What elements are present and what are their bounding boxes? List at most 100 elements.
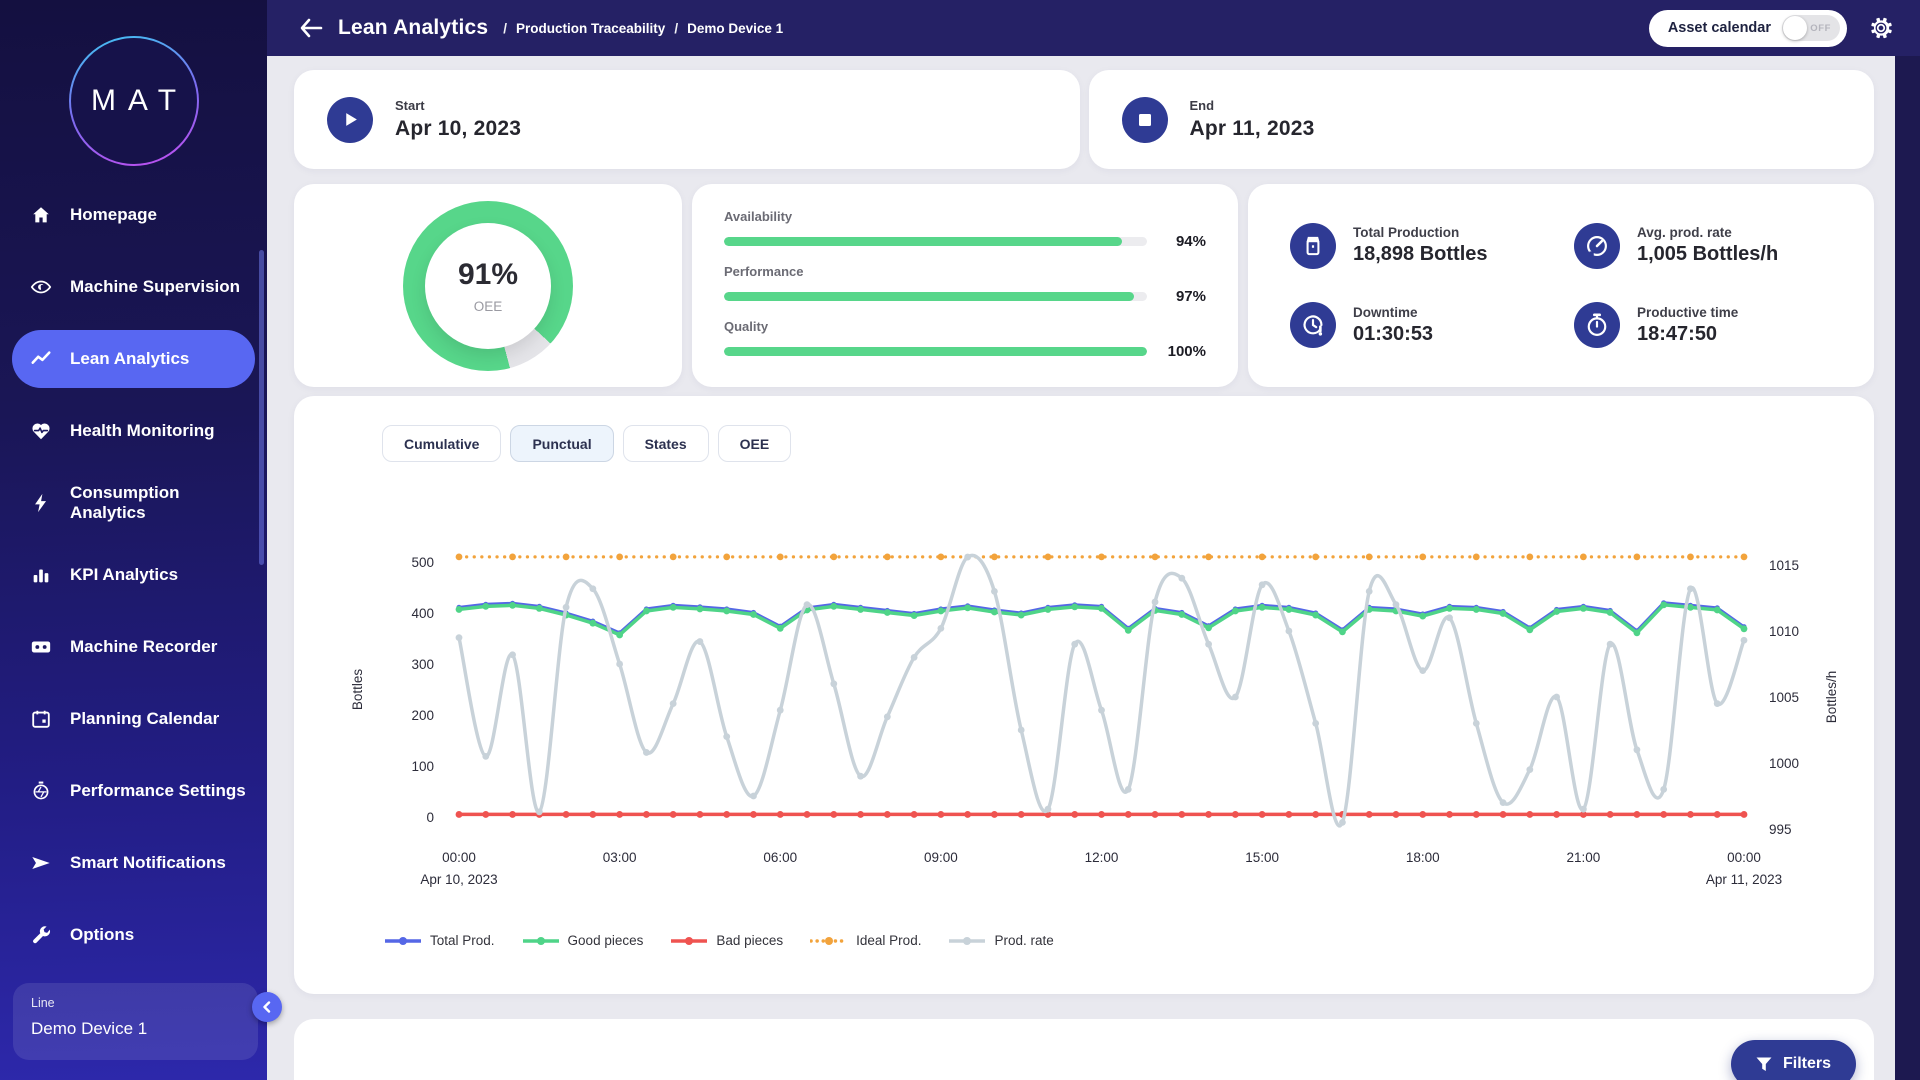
legend-item-good-pieces[interactable]: Good pieces xyxy=(522,933,643,948)
gear-icon xyxy=(1868,15,1894,41)
series-good-pieces xyxy=(455,601,1748,639)
series-bad-pieces xyxy=(455,811,1748,818)
sidebar-item-performance-settings[interactable]: Performance Settings xyxy=(12,762,255,820)
send-icon xyxy=(29,851,53,875)
menu-row: Machine Recorder xyxy=(0,611,267,683)
legend-item-bad-pieces[interactable]: Bad pieces xyxy=(670,933,783,948)
production-chart: 0 100 200 300 400 500 995 1000 1005 1010 1015 Bottl… xyxy=(350,553,1839,887)
breadcrumb-item[interactable]: Demo Device 1 xyxy=(687,20,784,36)
svg-text:300: 300 xyxy=(411,657,434,672)
tab-oee[interactable]: OEE xyxy=(717,425,792,462)
stat-label: Total Production xyxy=(1353,225,1460,241)
asset-calendar-label: Asset calendar xyxy=(1667,20,1771,36)
legend-swatch xyxy=(385,936,421,945)
start-label: Start xyxy=(395,98,425,113)
stat-value: 01:30:53 xyxy=(1353,322,1434,345)
filters-button[interactable]: Filters xyxy=(1730,1040,1856,1080)
sidebar-item-smart-notifications[interactable]: Smart Notifications xyxy=(12,834,255,892)
stat-label: Downtime xyxy=(1353,304,1418,320)
chart-tabs: Cumulative Punctual States OEE xyxy=(382,425,1874,462)
menu-row: Lean Analytics xyxy=(0,323,267,395)
stat-value: 1,005 Bottles/h xyxy=(1637,243,1779,266)
breadcrumb-separator: / xyxy=(503,20,508,36)
calendar-icon xyxy=(29,707,53,731)
production-stats-card: Total Production 18,898 Bottles Avg. pro… xyxy=(1248,184,1874,387)
sidebar-collapse-button[interactable] xyxy=(252,992,282,1022)
stat-downtime: Downtime 01:30:53 xyxy=(1290,286,1574,366)
sidebar-item-label: Health Monitoring xyxy=(70,420,215,440)
sidebar-item-consumption-analytics[interactable]: Consumption Analytics xyxy=(12,474,255,532)
tab-punctual[interactable]: Punctual xyxy=(510,425,614,462)
metric-label: Quality xyxy=(724,319,769,334)
chevron-left-icon xyxy=(261,1001,273,1013)
toggle-knob xyxy=(1783,16,1807,40)
sidebar-item-machine-recorder[interactable]: Machine Recorder xyxy=(12,618,255,676)
sidebar-item-options[interactable]: Options xyxy=(12,906,255,964)
svg-text:00:00: 00:00 xyxy=(1727,850,1761,865)
sidebar-item-label: Machine Supervision xyxy=(70,276,241,296)
bars-icon xyxy=(29,563,53,587)
legend-item-prod-rate[interactable]: Prod. rate xyxy=(948,933,1054,948)
end-date-card[interactable]: End Apr 11, 2023 xyxy=(1088,70,1874,169)
sidebar-item-homepage[interactable]: Homepage xyxy=(12,186,255,244)
main-panel: Start Apr 10, 2023 End Apr 11, 2023 91 xyxy=(267,56,1920,1080)
menu-row: Health Monitoring xyxy=(0,395,267,467)
sidebar-item-health-monitoring[interactable]: Health Monitoring xyxy=(12,402,255,460)
svg-text:15:00: 15:00 xyxy=(1245,850,1279,865)
settings-button[interactable] xyxy=(1868,15,1894,41)
metric-bar-track xyxy=(724,292,1147,301)
tab-states[interactable]: States xyxy=(622,425,709,462)
svg-text:1000: 1000 xyxy=(1769,756,1799,771)
svg-text:Bottles: Bottles xyxy=(350,669,365,711)
breadcrumb-item[interactable]: Production Traceability xyxy=(516,20,666,36)
line-selector[interactable]: Line Demo Device 1 xyxy=(13,983,258,1060)
sidebar-item-label: Smart Notifications xyxy=(70,852,226,872)
legend-label: Prod. rate xyxy=(994,933,1054,948)
toggle-state-label: OFF xyxy=(1810,22,1831,34)
menu-row: Smart Notifications xyxy=(0,827,267,899)
metric-bar-fill xyxy=(724,347,1147,356)
trend-icon xyxy=(29,347,53,371)
metric-availability: Availability 94% xyxy=(724,209,1206,250)
sidebar-item-label: Options xyxy=(70,924,135,944)
metric-bar-track xyxy=(724,237,1147,246)
metric-label: Performance xyxy=(724,264,804,279)
legend-label: Total Prod. xyxy=(430,933,495,948)
line-selector-value: Demo Device 1 xyxy=(31,1019,148,1038)
sidebar-item-planning-calendar[interactable]: Planning Calendar xyxy=(12,690,255,748)
metric-performance: Performance 97% xyxy=(724,264,1206,305)
speedometer-icon xyxy=(1574,222,1620,269)
metric-bar-fill xyxy=(724,292,1135,301)
end-date-value: Apr 11, 2023 xyxy=(1189,117,1315,140)
oee-gauge-card: 91% OEE xyxy=(294,184,682,387)
svg-text:1010: 1010 xyxy=(1769,624,1799,639)
stat-productive-time: Productive time 18:47:50 xyxy=(1574,286,1858,366)
oee-gauge-ring: 91% OEE xyxy=(403,200,573,371)
svg-text:12:00: 12:00 xyxy=(1085,850,1119,865)
stat-value: 18,898 Bottles xyxy=(1353,243,1488,266)
svg-text:200: 200 xyxy=(411,708,434,723)
play-icon xyxy=(327,96,373,143)
asset-calendar-toggle[interactable]: OFF xyxy=(1782,15,1840,41)
series-ideal-prod- xyxy=(455,553,1748,561)
sidebar-item-kpi-analytics[interactable]: KPI Analytics xyxy=(12,546,255,604)
sidebar-item-lean-analytics[interactable]: Lean Analytics xyxy=(12,330,255,388)
svg-text:Bottles/h: Bottles/h xyxy=(1824,671,1839,724)
metric-bar-fill xyxy=(724,237,1122,246)
sidebar-item-machine-supervision[interactable]: Machine Supervision xyxy=(12,258,255,316)
menu-row: Options xyxy=(0,899,267,971)
logo: MAT xyxy=(0,0,267,166)
downtime-clock-icon xyxy=(1290,302,1336,349)
start-date-card[interactable]: Start Apr 10, 2023 xyxy=(294,70,1080,169)
menu-row: Homepage xyxy=(0,179,267,251)
stop-icon xyxy=(1121,96,1168,143)
metric-quality: Quality 100% xyxy=(724,319,1206,360)
tab-cumulative[interactable]: Cumulative xyxy=(382,425,502,462)
oee-metrics-card: Availability 94% Performance 97% Quality… xyxy=(692,184,1238,387)
legend-item-ideal-prod-[interactable]: Ideal Prod. xyxy=(810,933,921,948)
back-button[interactable] xyxy=(297,14,325,42)
sidebar-scrollbar[interactable] xyxy=(259,250,264,565)
oee-value: 91% xyxy=(457,257,519,291)
legend-item-total-prod-[interactable]: Total Prod. xyxy=(384,933,495,948)
metric-label: Availability xyxy=(724,209,793,224)
